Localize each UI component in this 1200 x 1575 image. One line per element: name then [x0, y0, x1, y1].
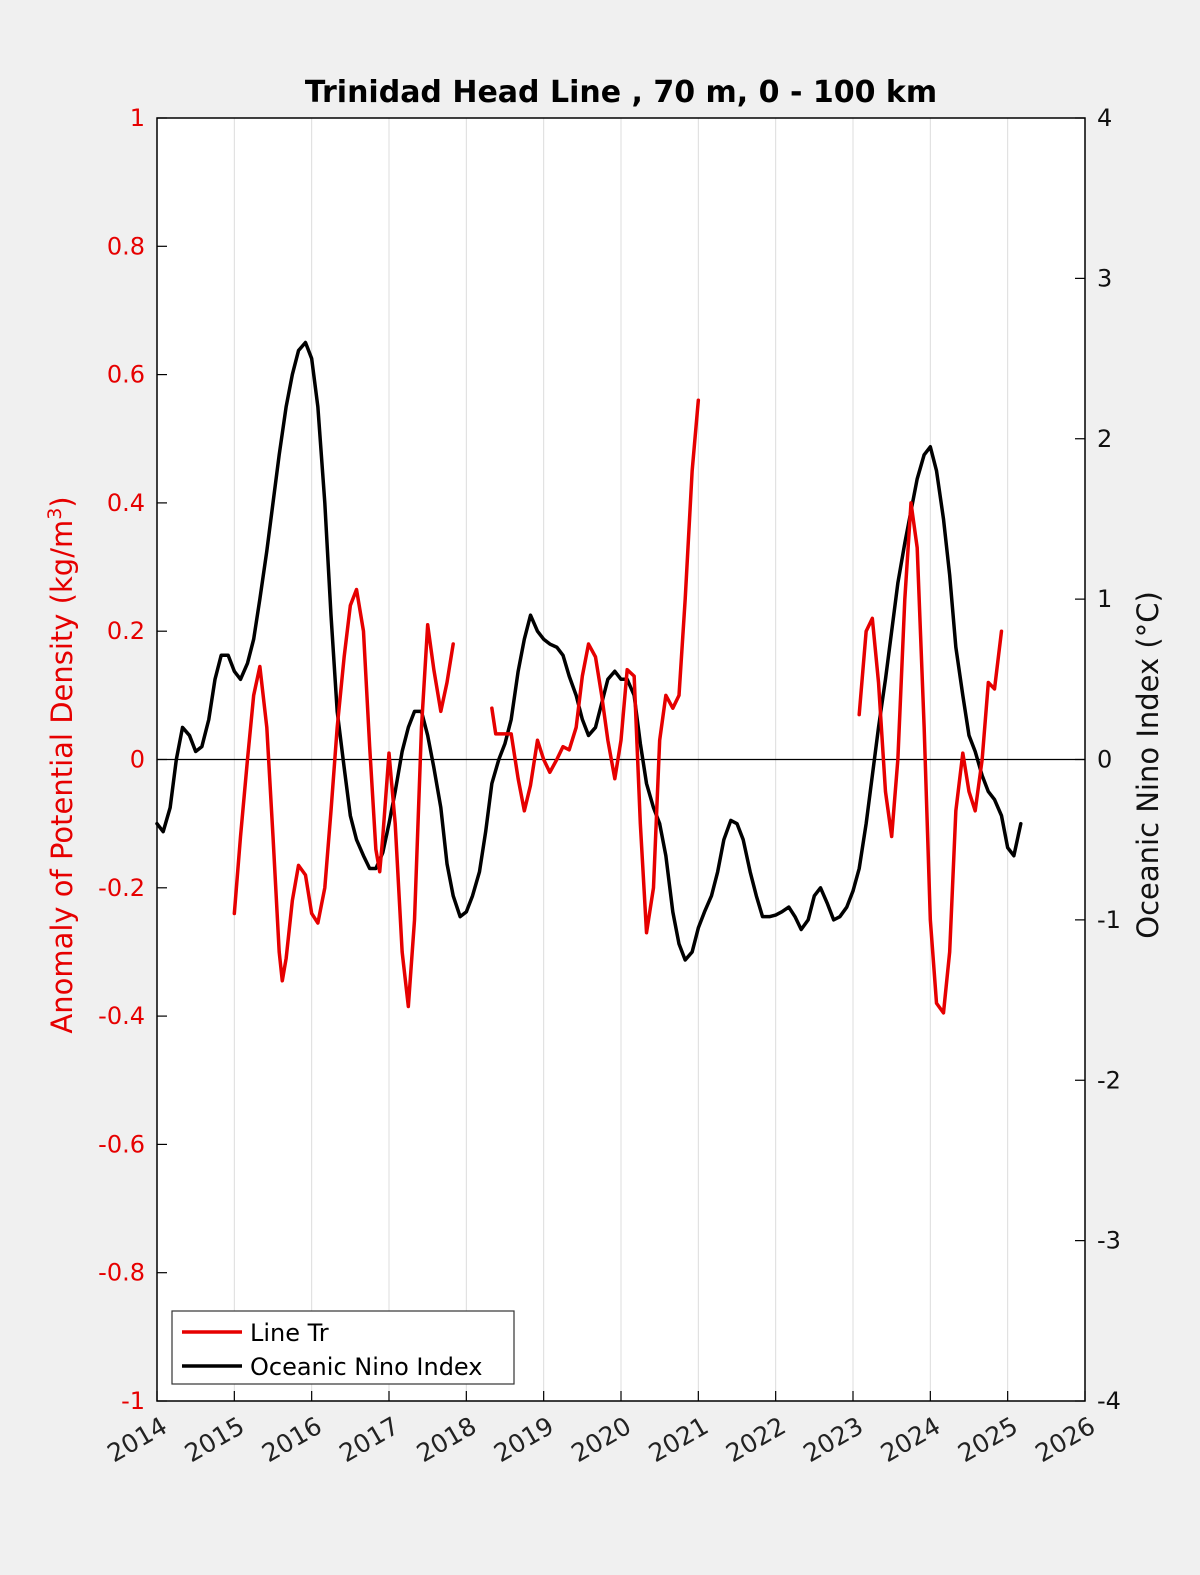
y-tick-label-left: 0 [130, 746, 145, 774]
y-tick-label-right: 1 [1097, 585, 1112, 613]
y-tick-label-right: 2 [1097, 425, 1112, 453]
series-line-tr-segment-1 [490, 398, 701, 935]
y-tick-label-right: -3 [1097, 1227, 1121, 1255]
legend-label-line-tr: Line Tr [250, 1319, 329, 1347]
series-line-tr-segment-0 [232, 587, 455, 1009]
y-tick-label-right: 4 [1097, 104, 1112, 132]
y-tick-label-left: 0.8 [107, 232, 145, 260]
y-tick-label-right: -1 [1097, 906, 1121, 934]
series-line-tr-segment-2 [857, 501, 1004, 1015]
y-tick-label-left: -0.6 [98, 1130, 145, 1158]
y-tick-label-right: -4 [1097, 1387, 1121, 1415]
y-tick-label-right: 3 [1097, 264, 1112, 292]
y-axis-label-right: Oceanic Nino Index (°C) [1131, 591, 1165, 939]
y-tick-label-left: 0.4 [107, 489, 145, 517]
y-tick-label-left: -0.4 [98, 1002, 145, 1030]
chart-title: Trinidad Head Line , 70 m, 0 - 100 km [305, 75, 937, 110]
y-tick-label-left: 0.2 [107, 617, 145, 645]
y-tick-label-left: -1 [121, 1387, 145, 1415]
y-tick-label-left: 1 [130, 104, 145, 132]
y-tick-label-left: -0.2 [98, 874, 145, 902]
y-tick-label-left: 0.6 [107, 361, 145, 389]
y-axis-label-left-sup: 3 [44, 508, 66, 520]
legend-box [171, 1310, 515, 1385]
y-tick-label-left: -0.8 [98, 1259, 145, 1287]
series-oni-segment-0 [155, 340, 1023, 962]
y-axis-label-left: Anomaly of Potential Density (kg/m3) [44, 496, 79, 1033]
y-tick-label-right: 0 [1097, 746, 1112, 774]
y-tick-label-right: -2 [1097, 1066, 1121, 1094]
series-layer [155, 340, 1023, 1015]
legend-label-oni: Oceanic Nino Index [250, 1353, 482, 1381]
y-axis-label-left-close: ) [45, 496, 79, 507]
legend: Line Tr Oceanic Nino Index [171, 1310, 515, 1385]
y-axis-label-left-main: Anomaly of Potential Density (kg/m [45, 520, 79, 1034]
